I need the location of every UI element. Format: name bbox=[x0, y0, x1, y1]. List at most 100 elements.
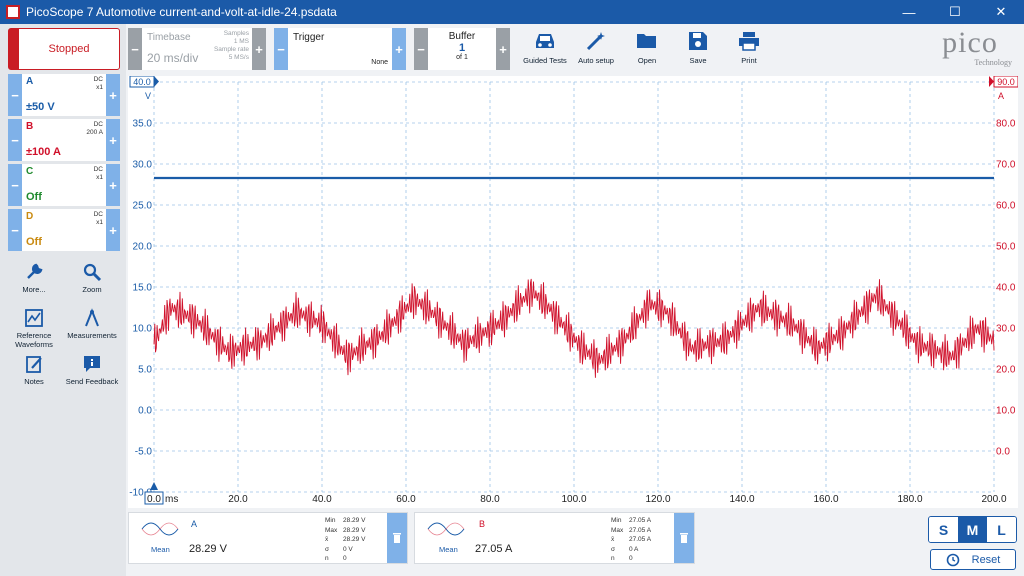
title-bar: PicoScope 7 Automotive current-and-volt-… bbox=[0, 0, 1024, 24]
trigger-plus-button[interactable]: + bbox=[392, 28, 406, 70]
stat-value: 0 V bbox=[343, 545, 353, 553]
size-m-button[interactable]: M bbox=[958, 517, 987, 542]
delete-measurement-a-button[interactable] bbox=[387, 513, 407, 563]
trigger-minus-button[interactable]: − bbox=[274, 28, 288, 70]
x-axis-tick-label: 140.0 bbox=[729, 494, 754, 505]
timebase-label: Timebase bbox=[147, 32, 191, 43]
channel-a-control[interactable]: − A DC x1 ±50 V + bbox=[8, 74, 120, 116]
x-axis-tick-label: 40.0 bbox=[312, 494, 332, 505]
size-s-button[interactable]: S bbox=[929, 517, 958, 542]
minimize-button[interactable]: — bbox=[902, 4, 916, 20]
measurements-button[interactable]: Measurements bbox=[62, 308, 122, 340]
timebase-control[interactable]: − Timebase 20 ms/div Samples 1 MS Sample… bbox=[128, 28, 266, 70]
view-size-toggle[interactable]: S M L bbox=[928, 516, 1017, 543]
channel-b-plus-button[interactable]: + bbox=[106, 119, 120, 161]
trigger-value: None bbox=[371, 59, 388, 66]
left-axis-tick-label: 10.0 bbox=[133, 324, 153, 335]
more-button[interactable]: More... bbox=[4, 262, 64, 294]
channel-d-minus-button[interactable]: − bbox=[8, 209, 22, 251]
size-l-button[interactable]: L bbox=[987, 517, 1016, 542]
channel-d-range[interactable]: Off bbox=[26, 236, 42, 248]
stat-value: 27.05 A bbox=[629, 526, 652, 534]
buffer-value: 1 bbox=[458, 42, 466, 54]
left-axis-arrow bbox=[154, 76, 159, 87]
right-axis-tick-label: 30.0 bbox=[996, 324, 1016, 335]
measurement-b-channel: B bbox=[479, 519, 486, 529]
channel-c-plus-button[interactable]: + bbox=[106, 164, 120, 206]
sample-rate-value: 5 MS/s bbox=[228, 54, 249, 61]
channel-c-control[interactable]: − C DC x1 Off + bbox=[8, 164, 120, 206]
channel-d-coupling: DC bbox=[93, 211, 103, 218]
channel-d-control[interactable]: − D DC x1 Off + bbox=[8, 209, 120, 251]
trigger-control[interactable]: − Trigger None + bbox=[274, 28, 406, 70]
samples-value: 1 MS bbox=[233, 38, 249, 45]
delete-measurement-b-button[interactable] bbox=[674, 513, 694, 563]
x-axis-origin-label: 0.0 bbox=[147, 494, 161, 505]
save-label: Save bbox=[689, 56, 707, 65]
channel-b-control[interactable]: − B DC 200 A ±100 A + bbox=[8, 119, 120, 161]
channel-c-range[interactable]: Off bbox=[26, 191, 42, 203]
stat-label: n bbox=[611, 555, 615, 562]
x-axis-tick-label: 180.0 bbox=[897, 494, 922, 505]
channel-b-range[interactable]: ±100 A bbox=[26, 146, 61, 158]
reference-waveforms-button[interactable]: Reference Waveforms bbox=[4, 308, 64, 349]
guided-tests-label: Guided Tests bbox=[523, 56, 567, 65]
measurement-a-mean-label: Mean bbox=[151, 545, 170, 554]
right-axis-max-label: 90.0 bbox=[997, 77, 1015, 87]
zoom-button[interactable]: Zoom bbox=[62, 262, 122, 294]
auto-setup-button[interactable]: Auto setup bbox=[573, 30, 619, 65]
reference-waveforms-icon bbox=[25, 309, 43, 327]
more-label: More... bbox=[22, 285, 46, 294]
x-axis-tick-label: 20.0 bbox=[228, 494, 248, 505]
stat-value: 27.05 A bbox=[629, 536, 652, 543]
buffer-minus-button[interactable]: − bbox=[414, 28, 428, 70]
x-axis-tick-label: 80.0 bbox=[480, 494, 500, 505]
scope-view[interactable]: 40.0 V 35.0 30.0 25.0 20.0 15.0 10.0 5.0 0.0 -5.0 -… bbox=[128, 75, 1019, 508]
stat-label: x̄ bbox=[325, 536, 329, 543]
channel-b-trace bbox=[153, 278, 995, 378]
buffer-control[interactable]: − Buffer 1 of 1 + bbox=[414, 28, 510, 70]
buffer-plus-button[interactable]: + bbox=[496, 28, 510, 70]
left-axis-tick-label: 30.0 bbox=[133, 160, 153, 171]
trigger-marker[interactable] bbox=[150, 482, 158, 490]
timebase-minus-button[interactable]: − bbox=[128, 28, 142, 70]
reset-button[interactable]: Reset bbox=[930, 549, 1016, 570]
channel-a-plus-button[interactable]: + bbox=[106, 74, 120, 116]
channel-b-coupling: DC bbox=[93, 121, 103, 128]
send-feedback-button[interactable]: Send Feedback bbox=[62, 354, 122, 386]
channel-d-plus-button[interactable]: + bbox=[106, 209, 120, 251]
channel-c-coupling: DC bbox=[93, 166, 103, 173]
buffer-of: of 1 bbox=[456, 54, 468, 61]
stat-label: n bbox=[325, 555, 329, 562]
trigger-label: Trigger bbox=[293, 32, 325, 43]
run-stop-button[interactable]: Stopped bbox=[8, 28, 120, 70]
scope-plot[interactable]: 40.0 V 35.0 30.0 25.0 20.0 15.0 10.0 5.0 0.0 -5.0 -… bbox=[128, 75, 1019, 508]
channel-a-probe: x1 bbox=[96, 84, 103, 91]
maximize-button[interactable]: ☐ bbox=[949, 4, 961, 19]
stat-value: 27.05 A bbox=[629, 517, 652, 524]
timebase-plus-button[interactable]: + bbox=[252, 28, 266, 70]
measurement-a-panel: A Mean 28.29 V Min 28.29 V Max 28.29 V x̄ 2… bbox=[128, 512, 408, 564]
print-button[interactable]: Print bbox=[726, 30, 772, 65]
channel-b-minus-button[interactable]: − bbox=[8, 119, 22, 161]
channel-a-range[interactable]: ±50 V bbox=[26, 101, 55, 113]
open-button[interactable]: Open bbox=[624, 30, 670, 65]
left-axis-tick-label: 0.0 bbox=[138, 406, 152, 417]
channel-c-minus-button[interactable]: − bbox=[8, 164, 22, 206]
trash-icon bbox=[680, 533, 688, 543]
save-button[interactable]: Save bbox=[675, 30, 721, 65]
left-axis-tick-label: 20.0 bbox=[133, 242, 153, 253]
run-indicator bbox=[9, 29, 19, 69]
guided-tests-button[interactable]: Guided Tests bbox=[522, 30, 568, 65]
timebase-value[interactable]: 20 ms/div bbox=[147, 51, 199, 65]
stat-label: σ bbox=[325, 545, 330, 553]
notes-button[interactable]: Notes bbox=[4, 354, 64, 386]
close-button[interactable]: ✕ bbox=[995, 4, 1007, 19]
channel-a-minus-button[interactable]: − bbox=[8, 74, 22, 116]
measurement-b-mean: 27.05 A bbox=[475, 543, 513, 555]
measurement-b-panel: B Mean 27.05 A Min 27.05 A Max 27.05 A x̄ 2… bbox=[414, 512, 695, 564]
channel-a-coupling: DC bbox=[93, 76, 103, 83]
left-axis-tick-label: 25.0 bbox=[133, 201, 153, 212]
logo-word: pico bbox=[942, 26, 998, 59]
left-axis-tick-label: -10.0 bbox=[129, 488, 152, 499]
